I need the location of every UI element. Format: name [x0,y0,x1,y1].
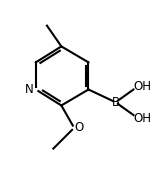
Text: OH: OH [133,80,151,93]
Text: O: O [75,120,84,134]
Text: OH: OH [133,112,151,125]
Text: B: B [112,96,120,109]
Text: N: N [25,83,34,96]
